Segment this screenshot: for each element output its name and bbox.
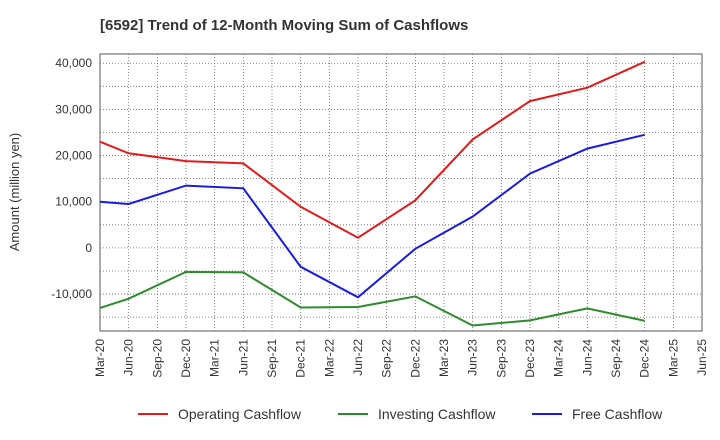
- x-tick-label: Sep-20: [150, 339, 164, 378]
- x-tick-label: Mar-21: [208, 339, 222, 377]
- series-line-free-cashflow: [99, 133, 645, 299]
- legend: Operating Cashflow Investing Cashflow Free…: [138, 406, 663, 422]
- y-tick-label: 30,000: [55, 102, 92, 116]
- x-tick-label: Jun-23: [466, 339, 480, 376]
- x-tick-label: Jun-24: [580, 339, 594, 376]
- y-tick-label: -10,000: [51, 287, 92, 301]
- x-tick-label: Sep-21: [265, 339, 279, 378]
- series-line-investing-cashflow: [99, 270, 645, 327]
- x-tick-label: Dec-21: [294, 339, 308, 378]
- y-tick-label: 0: [85, 241, 92, 255]
- legend-label: Investing Cashflow: [378, 406, 496, 422]
- y-tick-label: 20,000: [55, 149, 92, 163]
- legend-label: Operating Cashflow: [178, 406, 302, 422]
- x-axis-ticks: Mar-20 Jun-20 Sep-20 Dec-20 Mar-21 Jun-21 Sep-…: [93, 339, 709, 378]
- series-group: [99, 60, 646, 327]
- x-tick-label: Mar-23: [437, 339, 451, 377]
- y-axis-ticks: 40,000 30,000 20,000 10,000 0 -10,000: [51, 56, 92, 301]
- plot-area: [99, 53, 703, 332]
- x-tick-label: Jun-20: [122, 339, 136, 376]
- y-tick-label: 40,000: [55, 56, 92, 70]
- x-tick-label: Mar-25: [666, 339, 680, 377]
- x-tick-label: Sep-22: [380, 339, 394, 378]
- series-line-operating-cashflow: [99, 60, 646, 239]
- x-tick-label: Sep-23: [494, 339, 508, 378]
- x-tick-label: Mar-20: [93, 339, 107, 377]
- x-tick-label: Jun-22: [351, 339, 365, 376]
- x-tick-label: Mar-22: [322, 339, 336, 377]
- plot-frame: [99, 53, 703, 332]
- y-tick-label: 10,000: [55, 195, 92, 209]
- x-tick-label: Dec-23: [523, 339, 537, 378]
- x-tick-label: Dec-20: [179, 339, 193, 378]
- y-axis-label: Amount (million yen): [7, 133, 22, 252]
- x-tick-label: Mar-24: [552, 339, 566, 377]
- chart-title: [6592] Trend of 12-Month Moving Sum of C…: [100, 17, 468, 34]
- x-tick-label: Dec-24: [638, 339, 652, 378]
- x-tick-label: Dec-22: [408, 339, 422, 378]
- x-tick-label: Jun-21: [236, 339, 250, 376]
- legend-label: Free Cashflow: [572, 406, 663, 422]
- x-tick-label: Sep-24: [609, 339, 623, 378]
- x-tick-label: Jun-25: [695, 339, 709, 376]
